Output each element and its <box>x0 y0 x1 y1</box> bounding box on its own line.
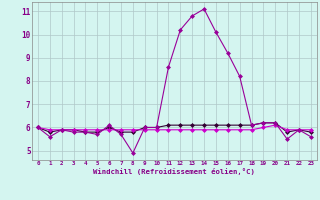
X-axis label: Windchill (Refroidissement éolien,°C): Windchill (Refroidissement éolien,°C) <box>93 168 255 175</box>
